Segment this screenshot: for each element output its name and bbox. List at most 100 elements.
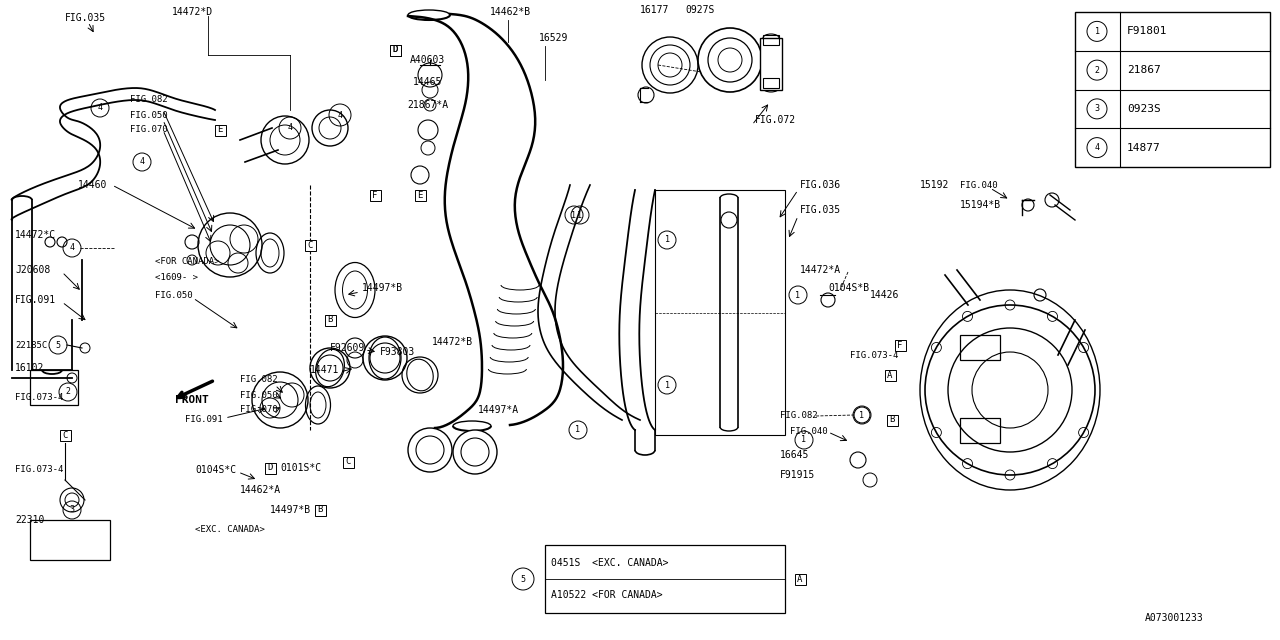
Bar (215, 125, 225, 136)
Text: 5: 5 (55, 340, 60, 349)
Text: F: F (372, 191, 378, 200)
Text: 0104S*B: 0104S*B (828, 283, 869, 293)
Bar (59, 429, 70, 440)
Bar (325, 314, 335, 326)
Text: FRONT: FRONT (175, 395, 209, 405)
Bar (960, 418, 1000, 443)
Text: <1609- >: <1609- > (155, 273, 198, 282)
Text: A073001233: A073001233 (1146, 613, 1203, 623)
Text: B: B (317, 506, 323, 515)
Text: 16177: 16177 (640, 5, 669, 15)
Text: 14462*A: 14462*A (241, 485, 282, 495)
Bar (760, 38, 782, 90)
Bar (795, 573, 805, 584)
Text: C: C (63, 431, 68, 440)
Text: 21867*A: 21867*A (407, 100, 448, 110)
Text: FIG.073-4: FIG.073-4 (15, 465, 64, 474)
Text: 3: 3 (69, 506, 74, 515)
Text: B: B (328, 316, 333, 324)
Bar (545, 545, 785, 613)
Text: FIG.035: FIG.035 (65, 13, 106, 23)
Text: FIG.036: FIG.036 (800, 180, 841, 190)
Text: 4: 4 (140, 157, 145, 166)
Bar (389, 45, 401, 56)
Text: F: F (897, 340, 902, 349)
Text: 2: 2 (1094, 66, 1100, 75)
Text: 1: 1 (801, 435, 806, 445)
Text: FIG.082: FIG.082 (131, 95, 168, 104)
Text: B: B (890, 415, 895, 424)
Bar (1075, 12, 1270, 167)
Text: F91915: F91915 (780, 470, 815, 480)
Text: 22185C: 22185C (15, 340, 47, 349)
Text: FIG.082: FIG.082 (780, 410, 818, 419)
Text: 1: 1 (576, 426, 581, 435)
Text: 0104S*C: 0104S*C (195, 465, 236, 475)
Text: 2: 2 (65, 387, 70, 397)
Text: 4: 4 (69, 243, 74, 253)
Bar (29, 520, 110, 560)
Text: 1: 1 (664, 381, 669, 390)
Text: 14471: 14471 (310, 365, 339, 375)
Text: 4: 4 (288, 124, 293, 132)
Text: 14465: 14465 (413, 77, 443, 87)
Text: D: D (392, 45, 398, 54)
Text: 1: 1 (571, 211, 576, 220)
Text: 14460: 14460 (78, 180, 108, 190)
Text: 4: 4 (1094, 143, 1100, 152)
Text: FIG.070: FIG.070 (241, 406, 278, 415)
Bar (884, 369, 896, 381)
Text: 0101S*C: 0101S*C (280, 463, 321, 473)
Text: 14426: 14426 (870, 290, 900, 300)
Text: FIG.050: FIG.050 (241, 390, 278, 399)
Text: 14472*A: 14472*A (800, 265, 841, 275)
Bar (389, 45, 401, 56)
Bar (895, 339, 905, 351)
Text: FIG.082: FIG.082 (241, 376, 278, 385)
Text: 14497*B: 14497*B (270, 505, 311, 515)
Text: 14877: 14877 (1126, 143, 1161, 152)
Text: 3: 3 (1094, 104, 1100, 113)
Text: 22310: 22310 (15, 515, 45, 525)
Text: FIG.040: FIG.040 (790, 428, 828, 436)
Text: 1: 1 (795, 291, 800, 300)
Text: 14472*D: 14472*D (172, 7, 214, 17)
Bar (763, 35, 780, 45)
Text: F93803: F93803 (380, 347, 415, 357)
Circle shape (453, 430, 497, 474)
Text: 14472*B: 14472*B (433, 337, 474, 347)
Text: C: C (346, 458, 351, 467)
Text: F92609: F92609 (330, 343, 365, 353)
Bar (415, 189, 425, 200)
Text: FIG.073-4: FIG.073-4 (15, 394, 64, 403)
Text: 16645: 16645 (780, 450, 809, 460)
Text: FIG.050: FIG.050 (155, 291, 192, 300)
Text: D: D (268, 463, 273, 472)
Bar (29, 370, 78, 405)
Circle shape (408, 428, 452, 472)
Text: A10522 <FOR CANADA>: A10522 <FOR CANADA> (550, 590, 663, 600)
Text: 15194*B: 15194*B (960, 200, 1001, 210)
Text: 5: 5 (521, 575, 526, 584)
Text: 16529: 16529 (539, 33, 568, 43)
Circle shape (698, 28, 762, 92)
Text: A: A (887, 371, 892, 380)
Text: 0923S: 0923S (1126, 104, 1161, 114)
Text: 21867: 21867 (1126, 65, 1161, 75)
Text: 1: 1 (859, 410, 864, 419)
Text: 16102: 16102 (15, 363, 45, 373)
Text: J20608: J20608 (15, 265, 50, 275)
Text: F91801: F91801 (1126, 26, 1167, 36)
Text: <FOR CANADA>: <FOR CANADA> (155, 257, 219, 266)
Bar (655, 190, 785, 435)
Text: 1: 1 (1094, 27, 1100, 36)
Text: FIG.072: FIG.072 (755, 115, 796, 125)
Text: 4: 4 (97, 104, 102, 113)
Text: A: A (797, 575, 803, 584)
Text: 0927S: 0927S (685, 5, 714, 15)
Bar (315, 504, 325, 515)
Text: E: E (417, 191, 422, 200)
Text: FIG.070: FIG.070 (131, 125, 168, 134)
Bar (960, 335, 1000, 360)
Text: FIG.091: FIG.091 (15, 295, 56, 305)
